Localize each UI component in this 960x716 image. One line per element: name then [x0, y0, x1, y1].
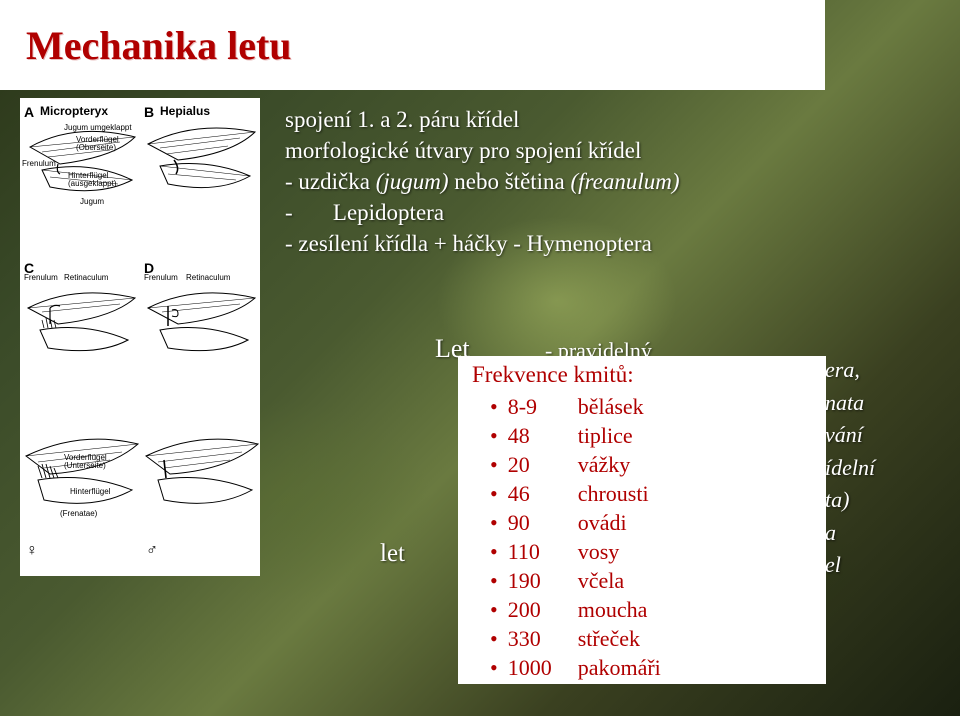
peek-row: vání	[825, 419, 935, 452]
wing-svg-d	[140, 258, 260, 388]
lbl-hinterflugel: Hinterflügel	[70, 488, 110, 496]
freq-row: 90ovádi	[490, 508, 814, 537]
freq-row: 8-9bělásek	[490, 392, 814, 421]
letove-word: let	[380, 540, 405, 568]
panel-b: B Hepialus	[140, 102, 260, 252]
peek-row: a	[825, 517, 935, 550]
lbl-jugum: Jugum	[80, 198, 104, 206]
freq-row: 330střeček	[490, 624, 814, 653]
lbl-frenatae: (Frenatae)	[60, 510, 97, 518]
lbl-jugum-um: Jugum umgeklappt	[64, 124, 132, 132]
freq-num: 46	[508, 479, 578, 508]
freq-num: 110	[508, 537, 578, 566]
freq-name: vosy	[578, 537, 620, 566]
panel-a: A Micropteryx Jugum umgeklappt Vorderflü…	[20, 102, 140, 252]
sex-male: ♂	[146, 542, 158, 560]
slide: Mechanika letu A Micropteryx Jugum umgek…	[0, 0, 960, 716]
frequency-box: Frekvence kmitů: 8-9bělásek 48tiplice 20…	[458, 356, 826, 684]
diagram-row-cd: C Frenulum Retinaculum D Frenulum Re	[20, 258, 260, 408]
freq-num: 8-9	[508, 392, 578, 421]
peek-row: ta)	[825, 484, 935, 517]
freq-name: vážky	[578, 450, 631, 479]
peek-row: nata	[825, 387, 935, 420]
title-bar: Mechanika letu	[0, 0, 825, 90]
freq-row: 20vážky	[490, 450, 814, 479]
wing-svg-c	[20, 258, 140, 388]
panel-female: Vorderflügel (Unterseite) Hinterflügel (…	[20, 416, 140, 566]
freq-num: 1000	[508, 653, 578, 682]
freq-num: 200	[508, 595, 578, 624]
sex-female: ♀	[26, 542, 38, 560]
wing-diagram: A Micropteryx Jugum umgeklappt Vorderflü…	[20, 98, 260, 576]
slide-title: Mechanika letu	[26, 22, 292, 69]
panel-male: ♂	[140, 416, 260, 566]
body-line3: - uzdička (jugum) nebo štětina (freanulu…	[285, 166, 925, 197]
t: (freanulum)	[571, 169, 680, 194]
body-line4: - Lepidoptera	[285, 197, 925, 228]
freq-name: ovádi	[578, 508, 627, 537]
freq-name: moucha	[578, 595, 648, 624]
freq-name: včela	[578, 566, 624, 595]
t: nebo štětina	[449, 169, 571, 194]
body-line1: spojení 1. a 2. páru křídel	[285, 104, 925, 135]
freq-num: 330	[508, 624, 578, 653]
freq-name: bělásek	[578, 392, 644, 421]
freq-name: pakomáři	[578, 653, 661, 682]
freq-name: střeček	[578, 624, 640, 653]
t: (jugum)	[376, 169, 449, 194]
freq-row: 200moucha	[490, 595, 814, 624]
t: - uzdička	[285, 169, 376, 194]
peek-column: era, nata vání ídelní ta) a el	[825, 354, 935, 582]
body-text: spojení 1. a 2. páru křídel morfologické…	[285, 104, 925, 259]
freq-row: 48tiplice	[490, 421, 814, 450]
freq-row: 190včela	[490, 566, 814, 595]
wing-svg-b	[140, 102, 260, 242]
freq-name: chrousti	[578, 479, 649, 508]
lbl-hinter-ausg: Hinterflügel (ausgeklappt)	[68, 172, 116, 189]
diagram-row-ab: A Micropteryx Jugum umgeklappt Vorderflü…	[20, 102, 260, 252]
panel-d: D Frenulum Retinaculum	[140, 258, 260, 408]
freq-row: 110vosy	[490, 537, 814, 566]
peek-row: el	[825, 549, 935, 582]
freq-num: 90	[508, 508, 578, 537]
freq-row: 1000pakomáři	[490, 653, 814, 682]
frequency-list: 8-9bělásek 48tiplice 20vážky 46chrousti …	[490, 392, 814, 682]
freq-num: 20	[508, 450, 578, 479]
body-line5: - zesílení křídla + háčky - Hymenoptera	[285, 228, 925, 259]
lbl-vorder-ober: Vorderflügel (Oberseite)	[76, 136, 119, 153]
freq-row: 46chrousti	[490, 479, 814, 508]
peek-row: ídelní	[825, 452, 935, 485]
peek-row: era,	[825, 354, 935, 387]
freq-num: 48	[508, 421, 578, 450]
panel-c: C Frenulum Retinaculum	[20, 258, 140, 408]
frequency-title: Frekvence kmitů:	[472, 362, 814, 388]
lbl-frenulum: Frenulum	[22, 160, 56, 168]
diagram-row-sex: Vorderflügel (Unterseite) Hinterflügel (…	[20, 416, 260, 566]
body-line2: morfologické útvary pro spojení křídel	[285, 135, 925, 166]
lbl-vorder-unter: Vorderflügel (Unterseite)	[64, 454, 107, 471]
freq-num: 190	[508, 566, 578, 595]
freq-name: tiplice	[578, 421, 633, 450]
wing-svg-m	[140, 416, 260, 536]
